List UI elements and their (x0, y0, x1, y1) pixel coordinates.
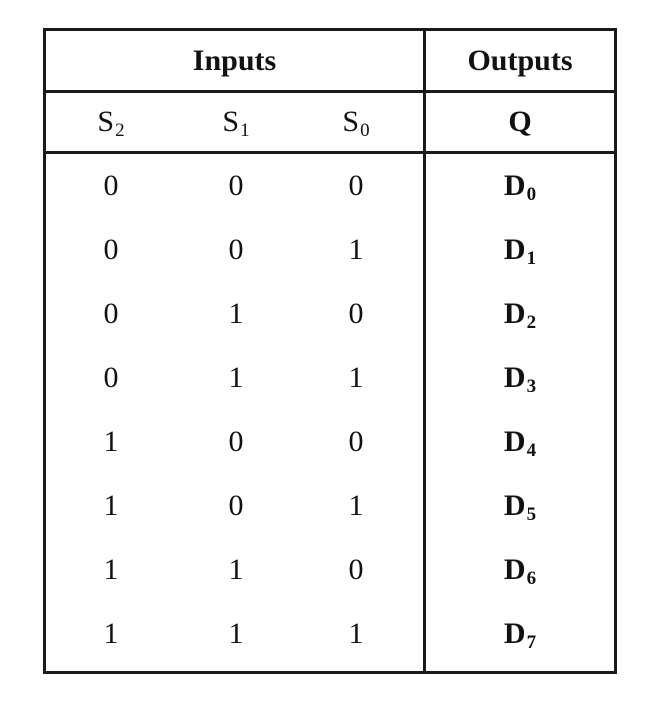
q-subscript: 6 (526, 567, 537, 589)
s1-cell: 0 (228, 233, 244, 266)
s1-cell: 1 (228, 553, 244, 586)
s2-cell: 0 (103, 297, 119, 330)
s2-cell: 1 (103, 489, 119, 522)
q-subscript: 4 (526, 439, 537, 461)
q-subscript: 2 (526, 311, 537, 333)
inputs-header: Inputs (192, 43, 277, 77)
s1-cell: 0 (228, 169, 244, 202)
q-subscript: 7 (526, 631, 537, 653)
s1-cell: 0 (228, 425, 244, 458)
s2-cell: 1 (103, 617, 119, 650)
s0-cell: 1 (348, 617, 364, 650)
q-subscript: 5 (526, 503, 537, 525)
q-base: D (503, 553, 526, 586)
s0-cell: 0 (348, 425, 364, 458)
q-base: D (503, 233, 526, 266)
s2-cell: 1 (103, 553, 119, 586)
q-base: D (503, 425, 526, 458)
column-header-q: Q (426, 93, 614, 151)
s0-cell: 1 (348, 361, 364, 394)
s1-cell: 0 (228, 489, 244, 522)
column-header-subscript: 0 (360, 119, 370, 141)
subheader-divider (46, 151, 614, 154)
s1-cell: 1 (228, 361, 244, 394)
q-base: D (503, 361, 526, 394)
q-base: D (503, 617, 526, 650)
column-header-base: Q (508, 105, 532, 138)
s1-cell: 1 (228, 297, 244, 330)
s2-cell: 1 (103, 425, 119, 458)
q-base: D (503, 297, 526, 330)
column-header-subscript: 2 (115, 119, 125, 141)
inputs-outputs-divider (423, 31, 426, 671)
q-base: D (503, 489, 526, 522)
s2-cell: 0 (103, 233, 119, 266)
s0-cell: 1 (348, 489, 364, 522)
column-header-base: S (97, 105, 115, 138)
outputs-header: Outputs (467, 43, 573, 77)
s0-cell: 0 (348, 297, 364, 330)
q-subscript: 1 (526, 247, 537, 269)
header-divider (46, 90, 614, 93)
column-header-base: S (342, 105, 360, 138)
column-header-base: S (222, 105, 240, 138)
column-header-subscript: 1 (240, 119, 250, 141)
q-subscript: 3 (526, 375, 537, 397)
s2-cell: 0 (103, 169, 119, 202)
s0-cell: 0 (348, 553, 364, 586)
s2-cell: 0 (103, 361, 119, 394)
s0-cell: 1 (348, 233, 364, 266)
s1-cell: 1 (228, 617, 244, 650)
q-subscript: 0 (526, 183, 537, 205)
s0-cell: 0 (348, 169, 364, 202)
q-base: D (503, 169, 526, 202)
